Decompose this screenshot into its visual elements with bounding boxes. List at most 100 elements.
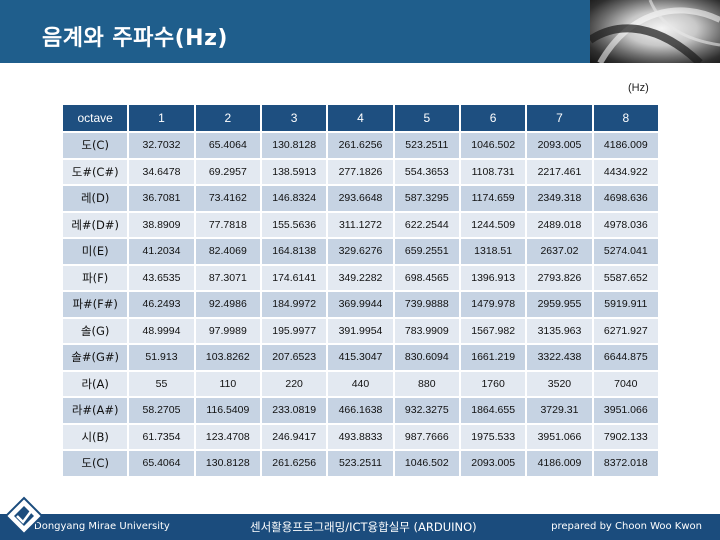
frequency-cell: 6271.927 <box>593 318 660 345</box>
frequency-cell: 329.6276 <box>328 239 395 266</box>
frequency-cell: 58.2705 <box>129 398 196 425</box>
frequency-cell: 92.4986 <box>195 292 262 319</box>
frequency-cell: 277.1826 <box>328 159 395 186</box>
frequency-cell: 5919.911 <box>593 292 660 319</box>
frequency-cell: 466.1638 <box>328 398 395 425</box>
frequency-cell: 174.6141 <box>261 265 329 292</box>
note-label: 도#(C#) <box>63 159 130 186</box>
frequency-cell: 69.2957 <box>195 159 262 186</box>
frequency-cell: 77.7818 <box>195 212 262 239</box>
frequency-cell: 36.7081 <box>129 186 196 213</box>
frequency-table: octave 1 2 3 4 5 6 7 8 도(C) 32.7032 65.406… <box>63 105 660 478</box>
frequency-cell: 1318.51 <box>460 239 528 266</box>
note-label: 도(C) <box>63 133 130 160</box>
frequency-cell: 3520 <box>527 371 594 398</box>
frequency-cell: 55 <box>129 371 196 398</box>
frequency-cell: 1864.655 <box>460 398 528 425</box>
table-row: 시(B) 61.7354 123.4708 246.9417 493.8833 987.7… <box>63 424 660 451</box>
frequency-cell: 1046.502 <box>460 133 528 160</box>
frequency-cell: 5274.041 <box>593 239 660 266</box>
frequency-cell: 880 <box>394 371 461 398</box>
frequency-cell: 1479.978 <box>460 292 528 319</box>
footer-bar: Dongyang Mirae University 센서활용프로그래밍/ICT융… <box>0 514 720 540</box>
footer-author: prepared by Choon Woo Kwon <box>551 521 702 532</box>
note-label: 미(E) <box>63 239 130 266</box>
frequency-cell: 4434.922 <box>593 159 660 186</box>
frequency-cell: 73.4162 <box>195 186 262 213</box>
frequency-cell: 97.9989 <box>195 318 262 345</box>
frequency-cell: 3951.066 <box>593 398 660 425</box>
note-label: 파#(F#) <box>63 292 130 319</box>
table-row: 레#(D#) 38.8909 77.7818 155.5636 311.1272 622.… <box>63 212 660 239</box>
table-row: 파(F) 43.6535 87.3071 174.6141 349.2282 698.45… <box>63 265 660 292</box>
column-header: 6 <box>460 105 528 133</box>
frequency-cell: 103.8262 <box>195 345 262 372</box>
note-label: 파(F) <box>63 265 130 292</box>
frequency-cell: 523.2511 <box>394 133 461 160</box>
frequency-cell: 220 <box>261 371 329 398</box>
frequency-cell: 34.6478 <box>129 159 196 186</box>
header-bar: 음계와 주파수(Hz) <box>0 0 720 63</box>
frequency-cell: 4186.009 <box>593 133 660 160</box>
frequency-cell: 65.4064 <box>195 133 262 160</box>
frequency-cell: 164.8138 <box>261 239 329 266</box>
frequency-cell: 32.7032 <box>129 133 196 160</box>
frequency-cell: 415.3047 <box>328 345 395 372</box>
frequency-cell: 783.9909 <box>394 318 461 345</box>
frequency-cell: 41.2034 <box>129 239 196 266</box>
frequency-cell: 195.9977 <box>261 318 329 345</box>
frequency-cell: 830.6094 <box>394 345 461 372</box>
column-header: 1 <box>129 105 196 133</box>
frequency-cell: 3951.066 <box>527 424 594 451</box>
frequency-cell: 146.8324 <box>261 186 329 213</box>
frequency-cell: 6644.875 <box>593 345 660 372</box>
frequency-cell: 51.913 <box>129 345 196 372</box>
frequency-cell: 7040 <box>593 371 660 398</box>
frequency-cell: 739.9888 <box>394 292 461 319</box>
note-label: 도(C) <box>63 451 130 478</box>
frequency-cell: 3322.438 <box>527 345 594 372</box>
frequency-cell: 2959.955 <box>527 292 594 319</box>
note-label: 레#(D#) <box>63 212 130 239</box>
column-header: 5 <box>394 105 461 133</box>
frequency-cell: 523.2511 <box>328 451 395 478</box>
frequency-cell: 987.7666 <box>394 424 461 451</box>
frequency-cell: 130.8128 <box>195 451 262 478</box>
table-header-row: octave 1 2 3 4 5 6 7 8 <box>63 105 660 133</box>
frequency-cell: 87.3071 <box>195 265 262 292</box>
column-header: 8 <box>593 105 660 133</box>
table-row: 레(D) 36.7081 73.4162 146.8324 293.6648 587.32… <box>63 186 660 213</box>
frequency-cell: 61.7354 <box>129 424 196 451</box>
unit-label: (Hz) <box>628 82 649 94</box>
frequency-cell: 7902.133 <box>593 424 660 451</box>
table-row: 도#(C#) 34.6478 69.2957 138.5913 277.1826 554.… <box>63 159 660 186</box>
frequency-cell: 207.6523 <box>261 345 329 372</box>
note-label: 레(D) <box>63 186 130 213</box>
frequency-cell: 65.4064 <box>129 451 196 478</box>
frequency-cell: 2489.018 <box>527 212 594 239</box>
frequency-cell: 3729.31 <box>527 398 594 425</box>
frequency-cell: 2093.005 <box>460 451 528 478</box>
column-header: 3 <box>261 105 329 133</box>
note-label: 라#(A#) <box>63 398 130 425</box>
frequency-cell: 2093.005 <box>527 133 594 160</box>
frequency-cell: 391.9954 <box>328 318 395 345</box>
frequency-cell: 82.4069 <box>195 239 262 266</box>
frequency-cell: 1396.913 <box>460 265 528 292</box>
frequency-cell: 1244.509 <box>460 212 528 239</box>
frequency-cell: 261.6256 <box>261 451 329 478</box>
frequency-cell: 46.2493 <box>129 292 196 319</box>
note-label: 시(B) <box>63 424 130 451</box>
frequency-cell: 1046.502 <box>394 451 461 478</box>
column-header: 2 <box>195 105 262 133</box>
frequency-cell: 184.9972 <box>261 292 329 319</box>
frequency-cell: 587.3295 <box>394 186 461 213</box>
frequency-cell: 5587.652 <box>593 265 660 292</box>
table-row: 파#(F#) 46.2493 92.4986 184.9972 369.9944 739.… <box>63 292 660 319</box>
frequency-cell: 261.6256 <box>328 133 395 160</box>
frequency-cell: 38.8909 <box>129 212 196 239</box>
frequency-cell: 349.2282 <box>328 265 395 292</box>
frequency-cell: 123.4708 <box>195 424 262 451</box>
frequency-cell: 233.0819 <box>261 398 329 425</box>
frequency-cell: 48.9994 <box>129 318 196 345</box>
